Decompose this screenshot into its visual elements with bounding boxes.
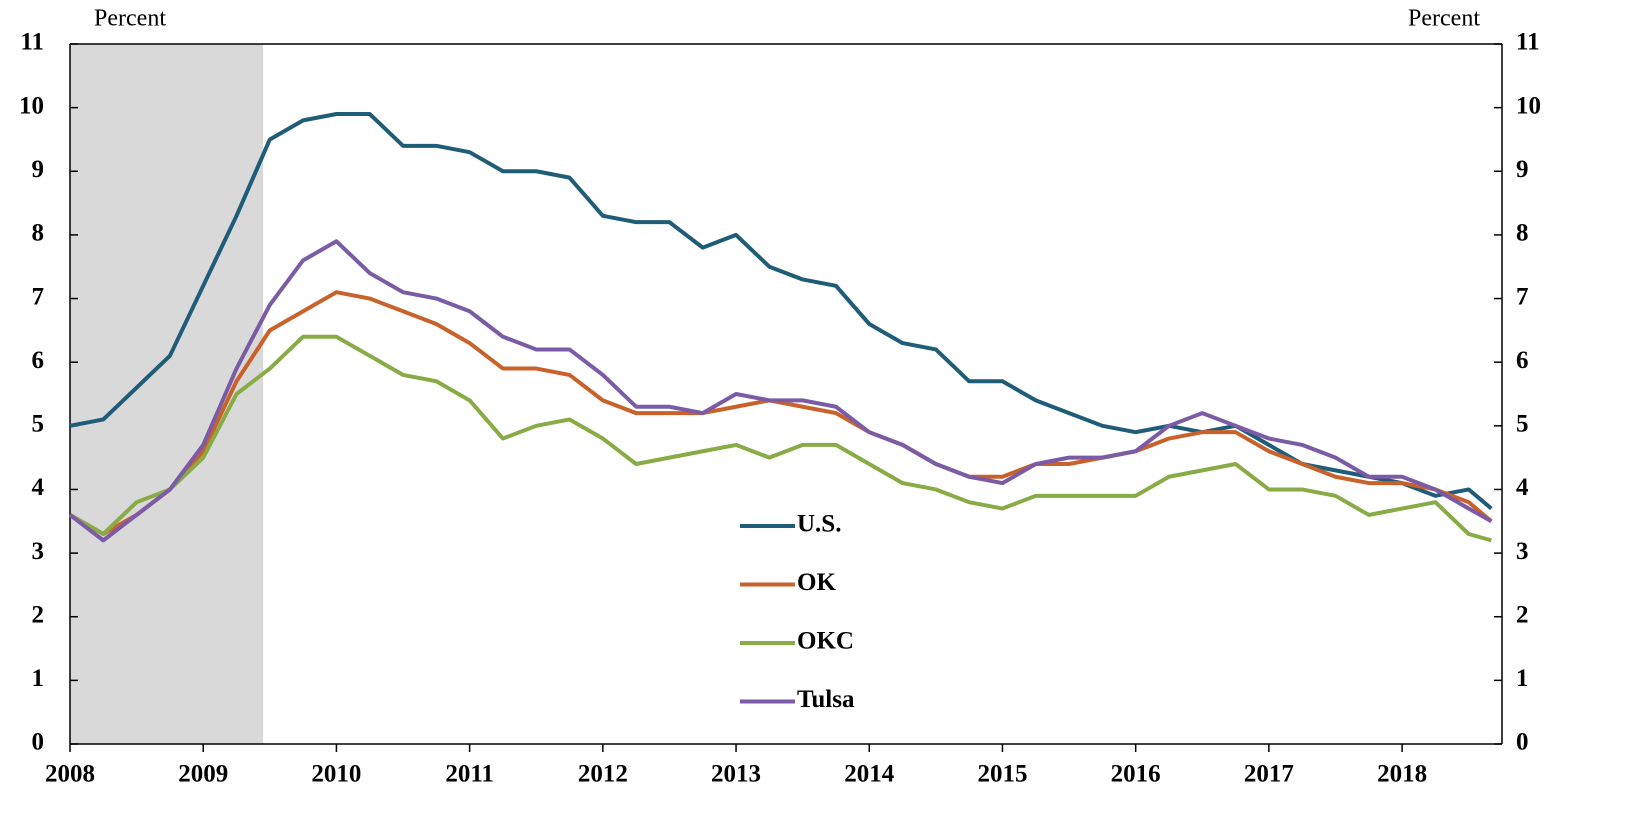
legend-label: OKC [797,628,854,655]
y-tick-label: 11 [20,29,44,56]
series-line [69,290,1493,536]
series-line [68,239,1493,543]
y-tick-label: 10 [19,92,44,119]
x-tick-label: 2010 [311,761,361,788]
recession-shade [70,44,264,744]
y-tick-label: 1 [32,665,45,692]
x-tick-label: 2012 [578,761,628,788]
series-line [69,112,1493,511]
y2-tick-label: 1 [1516,665,1529,692]
x-tick-label: 2018 [1377,761,1427,788]
legend-label: Tulsa [797,686,855,713]
y2-tick-label: 5 [1516,411,1529,438]
x-tick-label: 2008 [45,761,95,788]
x-tick-label: 2016 [1111,761,1161,788]
y2-axis-label: Percent [1408,6,1480,32]
y2-tick-label: 0 [1516,729,1529,756]
y-tick-label: 8 [32,220,45,247]
y2-tick-label: 4 [1516,474,1529,501]
y-tick-label: 2 [32,601,45,628]
y-tick-label: 0 [32,729,45,756]
y-tick-label: 4 [32,474,45,501]
y2-tick-label: 9 [1516,156,1529,183]
y2-tick-label: 10 [1516,92,1541,119]
x-tick-label: 2017 [1244,761,1294,788]
x-tick-label: 2015 [977,761,1027,788]
x-tick-label: 2009 [178,761,228,788]
y2-tick-label: 6 [1516,347,1529,374]
y2-tick-label: 8 [1516,220,1529,247]
y2-tick-label: 2 [1516,601,1529,628]
series-line [69,334,1492,543]
y2-tick-label: 7 [1516,283,1529,310]
x-tick-label: 2013 [711,761,761,788]
y-tick-label: 7 [32,283,45,310]
y-tick-label: 3 [32,538,45,565]
y2-tick-label: 11 [1516,29,1540,56]
y-axis-label: Percent [94,6,166,32]
x-tick-label: 2011 [445,761,494,788]
legend-label: OK [797,569,836,596]
y-tick-label: 5 [32,411,45,438]
legend-label: U.S. [797,511,841,538]
y-tick-label: 9 [32,156,45,183]
y2-tick-label: 3 [1516,538,1529,565]
y-tick-label: 6 [32,347,45,374]
x-tick-label: 2014 [844,761,895,788]
